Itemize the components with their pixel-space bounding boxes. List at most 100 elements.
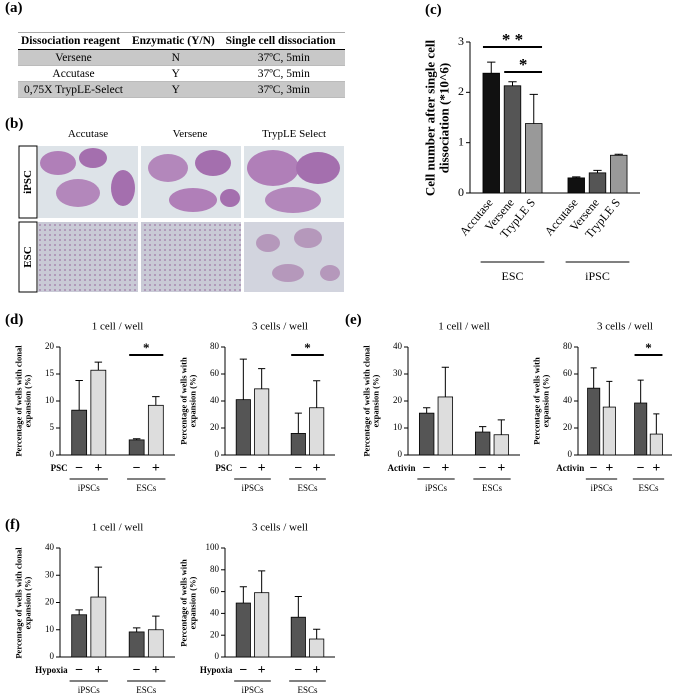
y-tick-label: 0 bbox=[398, 449, 403, 459]
y-tick-label: 30 bbox=[393, 368, 403, 378]
y-tick-label: 60 bbox=[210, 586, 220, 596]
significance-label: * bbox=[519, 55, 528, 74]
bar bbox=[128, 439, 145, 456]
y-tick-label: 20 bbox=[210, 629, 220, 639]
error-bar bbox=[653, 413, 660, 435]
y-tick-label: 30 bbox=[45, 569, 55, 579]
y-tick-label: 0 bbox=[50, 651, 55, 661]
significance-label: * * bbox=[502, 30, 523, 49]
group-label: iPSCs bbox=[241, 685, 264, 695]
error-bar bbox=[132, 438, 141, 440]
header-cell: Dissociation reagent bbox=[18, 32, 129, 50]
bar bbox=[147, 629, 164, 658]
chart-title: 3 cells / well bbox=[597, 321, 653, 333]
group-label: iPSCs bbox=[78, 483, 101, 493]
y-tick-label: 20 bbox=[45, 597, 55, 607]
group-label: ESCs bbox=[136, 483, 157, 493]
row-label-box bbox=[18, 221, 38, 293]
y-tick-label: 1 bbox=[458, 134, 464, 148]
bar bbox=[254, 592, 270, 658]
column-label: Accutase bbox=[68, 128, 108, 140]
cell: Accutase bbox=[18, 65, 129, 82]
x-tick-label: + bbox=[152, 663, 160, 678]
error-bar bbox=[590, 367, 597, 389]
micrograph bbox=[38, 222, 138, 292]
error-bar bbox=[572, 176, 581, 178]
significance-label: * bbox=[143, 340, 150, 355]
y-tick-label: 0 bbox=[215, 651, 220, 661]
table-row: Versene N 37ºC, 5min bbox=[18, 49, 345, 66]
bar bbox=[290, 616, 306, 658]
bar bbox=[588, 172, 607, 194]
table-row: 0,75X TrypLE-Select Y 37ºC, 3min bbox=[18, 81, 345, 98]
bar bbox=[610, 154, 628, 194]
bar bbox=[649, 433, 663, 456]
group-label: ESCs bbox=[638, 483, 659, 493]
y-tick-label: 20 bbox=[45, 341, 55, 351]
x-tick-label: + bbox=[258, 663, 266, 678]
error-bar bbox=[637, 379, 644, 404]
micrograph bbox=[141, 146, 241, 218]
bar bbox=[567, 177, 585, 194]
x-tick-label: + bbox=[94, 663, 102, 678]
error-bar bbox=[441, 366, 449, 397]
error-bar bbox=[423, 407, 431, 414]
y-tick-label: 0 bbox=[458, 185, 464, 199]
table-header: Dissociation reagent Enzymatic (Y/N) Sin… bbox=[18, 32, 345, 50]
y-axis-label: Percentage of wells with clonal expansio… bbox=[361, 345, 381, 457]
bar bbox=[309, 407, 325, 456]
bar bbox=[503, 85, 522, 194]
y-tick-label: 40 bbox=[563, 395, 573, 405]
group-label: iPSCs bbox=[590, 483, 613, 493]
y-tick-label: 100 bbox=[206, 542, 220, 552]
y-tick-label: 80 bbox=[210, 564, 220, 574]
x-tick-label: − bbox=[239, 663, 247, 678]
x-tick-label: − bbox=[75, 461, 83, 476]
cell: 37ºC, 3min bbox=[222, 81, 345, 98]
y-tick-label: 10 bbox=[45, 395, 55, 405]
y-tick-label: 60 bbox=[210, 368, 220, 378]
cell: 37ºC, 5min bbox=[222, 65, 345, 82]
significance-label: * bbox=[645, 340, 652, 355]
y-tick-label: 3 bbox=[458, 34, 464, 48]
bar bbox=[482, 72, 500, 194]
error-bar bbox=[593, 169, 602, 173]
error-bar bbox=[508, 81, 517, 86]
error-bar bbox=[132, 627, 141, 632]
y-axis-label: Percentage of wells with expansion (%) bbox=[178, 558, 198, 647]
bar bbox=[90, 369, 107, 456]
reagent-table: Dissociation reagent Enzymatic (Y/N) Sin… bbox=[18, 32, 345, 98]
x-tick-label: − bbox=[133, 461, 141, 476]
y-axis-label: Cell number after single cell dissociati… bbox=[422, 39, 452, 196]
bar bbox=[71, 409, 88, 456]
chart-title: 1 cell / well bbox=[92, 321, 144, 333]
x-tick-label: + bbox=[152, 461, 160, 476]
bar bbox=[587, 387, 601, 456]
bar bbox=[602, 406, 616, 456]
cell: Y bbox=[128, 65, 223, 82]
y-tick-label: 2 bbox=[458, 84, 464, 98]
group-label: iPSCs bbox=[241, 483, 264, 493]
group-label: ESC bbox=[501, 269, 523, 283]
y-tick-label: 80 bbox=[210, 341, 220, 351]
y-tick-label: 40 bbox=[210, 607, 220, 617]
group-label: iPSCs bbox=[78, 685, 101, 695]
row-label: iPSC bbox=[22, 170, 34, 194]
group-label: ESCs bbox=[297, 483, 318, 493]
bar bbox=[309, 638, 325, 658]
bar bbox=[634, 402, 648, 456]
x-tick-label: + bbox=[258, 461, 266, 476]
y-tick-label: 20 bbox=[393, 395, 403, 405]
cell: Y bbox=[128, 81, 223, 98]
chart-title: 1 cell / well bbox=[92, 522, 144, 534]
bar bbox=[418, 412, 435, 456]
x-tick-label: + bbox=[497, 461, 505, 476]
error-bar bbox=[294, 412, 302, 434]
x-tick-label: + bbox=[652, 461, 660, 476]
bar bbox=[147, 404, 164, 456]
y-tick-label: 0 bbox=[50, 449, 55, 459]
header-cell: Single cell dissociation bbox=[222, 32, 345, 50]
error-bar bbox=[606, 380, 613, 408]
